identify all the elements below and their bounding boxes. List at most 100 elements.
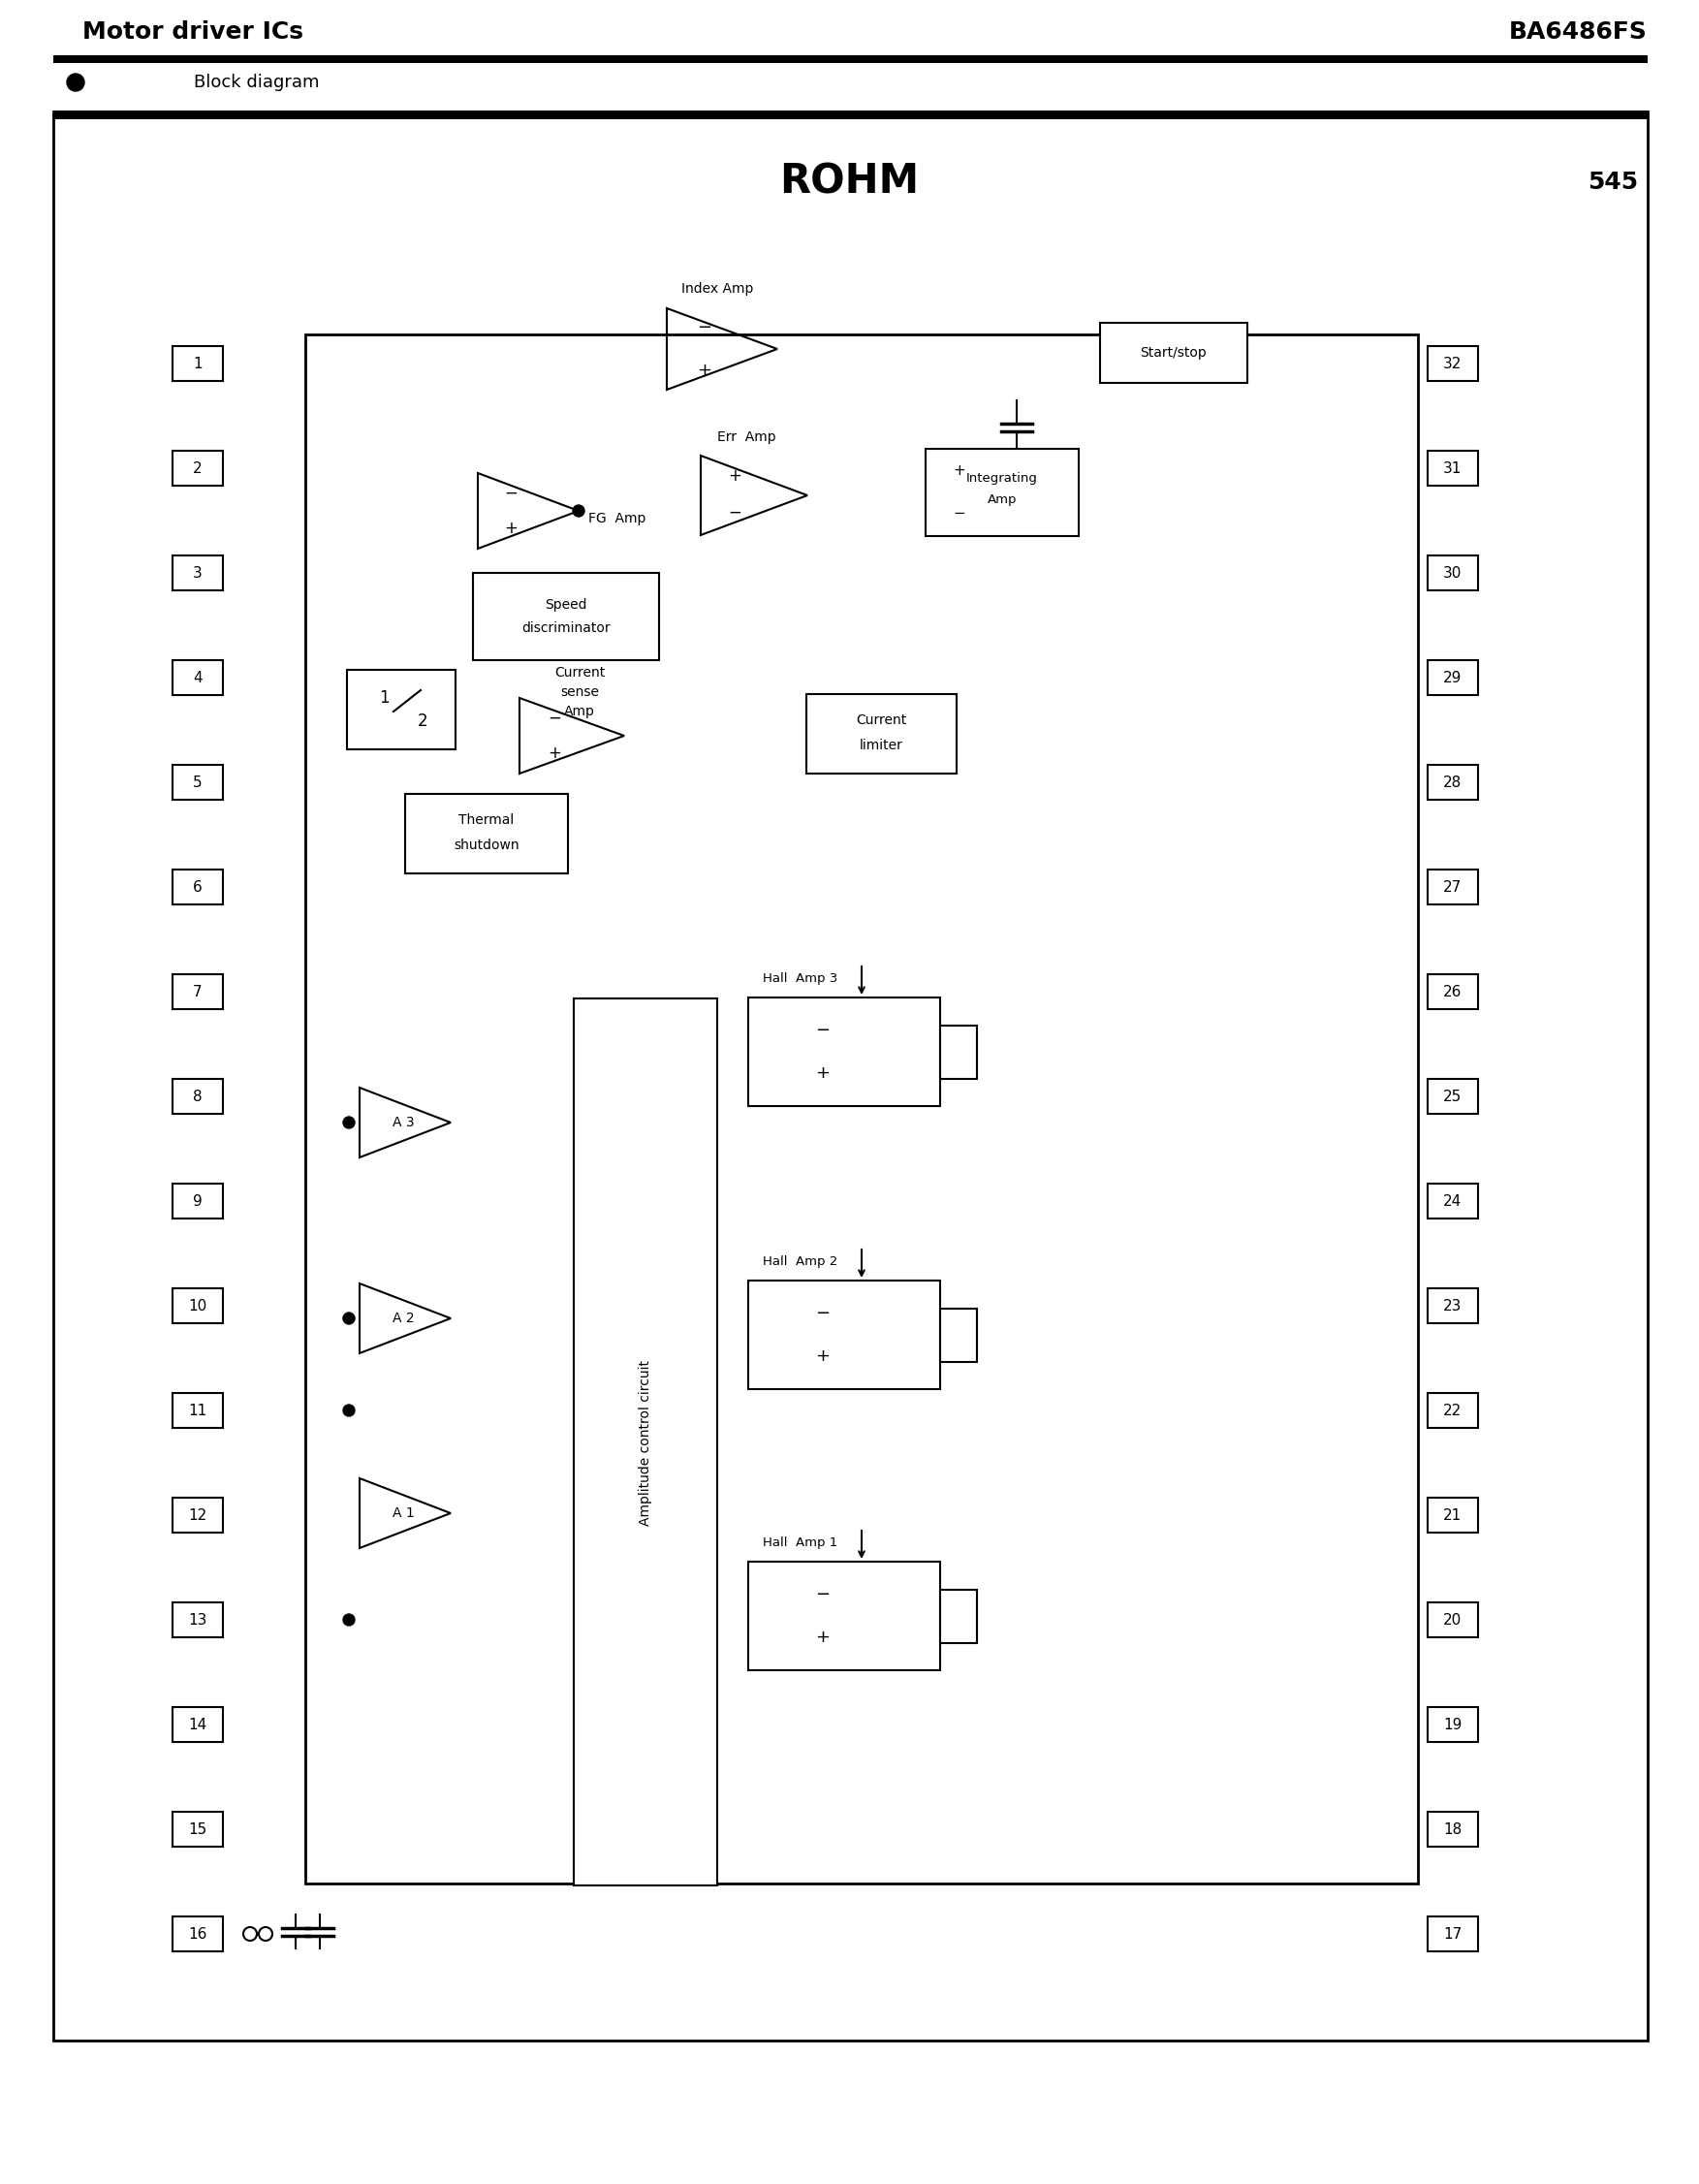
FancyBboxPatch shape xyxy=(1427,555,1478,590)
Text: A 3: A 3 xyxy=(392,1116,415,1129)
Text: 2: 2 xyxy=(418,712,428,729)
Text: 9: 9 xyxy=(194,1195,202,1208)
Text: 6: 6 xyxy=(194,880,202,893)
Text: 1: 1 xyxy=(194,356,202,371)
Text: Current: Current xyxy=(554,666,605,679)
Text: Index Amp: Index Amp xyxy=(681,282,753,295)
Text: +: + xyxy=(816,1629,831,1647)
Text: −: − xyxy=(816,1022,831,1040)
Text: 22: 22 xyxy=(1444,1402,1463,1417)
FancyBboxPatch shape xyxy=(53,111,1648,120)
Text: 10: 10 xyxy=(189,1299,207,1313)
Text: 1: 1 xyxy=(379,690,389,708)
Text: Motor driver ICs: Motor driver ICs xyxy=(82,20,304,44)
FancyBboxPatch shape xyxy=(926,450,1079,535)
FancyBboxPatch shape xyxy=(173,1289,223,1324)
FancyBboxPatch shape xyxy=(173,974,223,1009)
FancyBboxPatch shape xyxy=(940,1308,977,1363)
Text: 2: 2 xyxy=(194,461,202,476)
FancyBboxPatch shape xyxy=(1427,869,1478,904)
Text: +: + xyxy=(505,520,518,537)
FancyBboxPatch shape xyxy=(1427,1708,1478,1743)
FancyBboxPatch shape xyxy=(173,345,223,380)
FancyBboxPatch shape xyxy=(1427,764,1478,799)
Text: +: + xyxy=(547,745,561,762)
Text: discriminator: discriminator xyxy=(522,622,610,636)
Circle shape xyxy=(343,1116,355,1129)
FancyBboxPatch shape xyxy=(1427,345,1478,380)
FancyBboxPatch shape xyxy=(173,660,223,695)
Text: 31: 31 xyxy=(1444,461,1463,476)
FancyBboxPatch shape xyxy=(173,1393,223,1428)
FancyBboxPatch shape xyxy=(1427,1498,1478,1533)
Text: −: − xyxy=(953,507,965,522)
Text: Hall  Amp 2: Hall Amp 2 xyxy=(763,1256,838,1267)
Text: BA6486FS: BA6486FS xyxy=(1509,20,1648,44)
FancyBboxPatch shape xyxy=(1427,1184,1478,1219)
FancyBboxPatch shape xyxy=(1099,323,1247,382)
FancyBboxPatch shape xyxy=(173,1708,223,1743)
Text: 30: 30 xyxy=(1444,566,1463,581)
Text: −: − xyxy=(816,1304,831,1321)
FancyBboxPatch shape xyxy=(1427,974,1478,1009)
FancyBboxPatch shape xyxy=(748,998,940,1105)
Text: +: + xyxy=(953,463,965,478)
FancyBboxPatch shape xyxy=(574,998,717,1885)
Text: −: − xyxy=(816,1586,831,1603)
Text: 15: 15 xyxy=(189,1821,207,1837)
Text: FG  Amp: FG Amp xyxy=(588,511,646,526)
Circle shape xyxy=(343,1614,355,1625)
Text: 25: 25 xyxy=(1444,1090,1463,1103)
FancyBboxPatch shape xyxy=(173,1079,223,1114)
FancyBboxPatch shape xyxy=(1427,660,1478,695)
Text: 4: 4 xyxy=(194,670,202,686)
FancyBboxPatch shape xyxy=(807,695,957,773)
FancyBboxPatch shape xyxy=(173,1813,223,1848)
Text: Speed: Speed xyxy=(545,598,588,612)
Text: Block diagram: Block diagram xyxy=(194,74,319,92)
Text: Amp: Amp xyxy=(564,705,595,719)
Text: 11: 11 xyxy=(189,1402,207,1417)
FancyBboxPatch shape xyxy=(1427,1393,1478,1428)
FancyBboxPatch shape xyxy=(53,111,1648,2040)
FancyBboxPatch shape xyxy=(173,1915,223,1950)
Text: −: − xyxy=(697,319,712,336)
Text: 29: 29 xyxy=(1444,670,1463,686)
FancyBboxPatch shape xyxy=(748,1562,940,1671)
FancyBboxPatch shape xyxy=(173,1498,223,1533)
Text: −: − xyxy=(505,485,518,502)
Text: Integrating: Integrating xyxy=(967,472,1038,485)
Text: 14: 14 xyxy=(189,1717,207,1732)
Text: 8: 8 xyxy=(194,1090,202,1103)
Text: −: − xyxy=(727,505,741,522)
Text: Start/stop: Start/stop xyxy=(1140,345,1206,360)
Text: A 1: A 1 xyxy=(392,1507,415,1520)
Text: 21: 21 xyxy=(1444,1507,1463,1522)
Text: Current: Current xyxy=(856,714,906,727)
Text: 5: 5 xyxy=(194,775,202,791)
FancyBboxPatch shape xyxy=(1427,1289,1478,1324)
Text: 26: 26 xyxy=(1444,985,1463,998)
Text: +: + xyxy=(816,1348,831,1365)
Circle shape xyxy=(66,74,85,92)
Text: 20: 20 xyxy=(1444,1612,1463,1627)
Text: 7: 7 xyxy=(194,985,202,998)
FancyBboxPatch shape xyxy=(173,1184,223,1219)
Text: 13: 13 xyxy=(189,1612,207,1627)
Text: Err  Amp: Err Amp xyxy=(717,430,776,443)
FancyBboxPatch shape xyxy=(173,555,223,590)
FancyBboxPatch shape xyxy=(1427,1079,1478,1114)
Text: Hall  Amp 3: Hall Amp 3 xyxy=(763,972,838,985)
Text: 12: 12 xyxy=(189,1507,207,1522)
FancyBboxPatch shape xyxy=(1427,1813,1478,1848)
FancyBboxPatch shape xyxy=(173,1603,223,1638)
Text: Hall  Amp 1: Hall Amp 1 xyxy=(763,1535,838,1548)
FancyBboxPatch shape xyxy=(1427,450,1478,485)
Text: 18: 18 xyxy=(1444,1821,1463,1837)
Text: shutdown: shutdown xyxy=(454,839,520,852)
Text: +: + xyxy=(727,467,741,485)
Text: Thermal: Thermal xyxy=(459,812,515,828)
Text: 3: 3 xyxy=(194,566,202,581)
FancyBboxPatch shape xyxy=(347,670,455,749)
FancyBboxPatch shape xyxy=(173,764,223,799)
